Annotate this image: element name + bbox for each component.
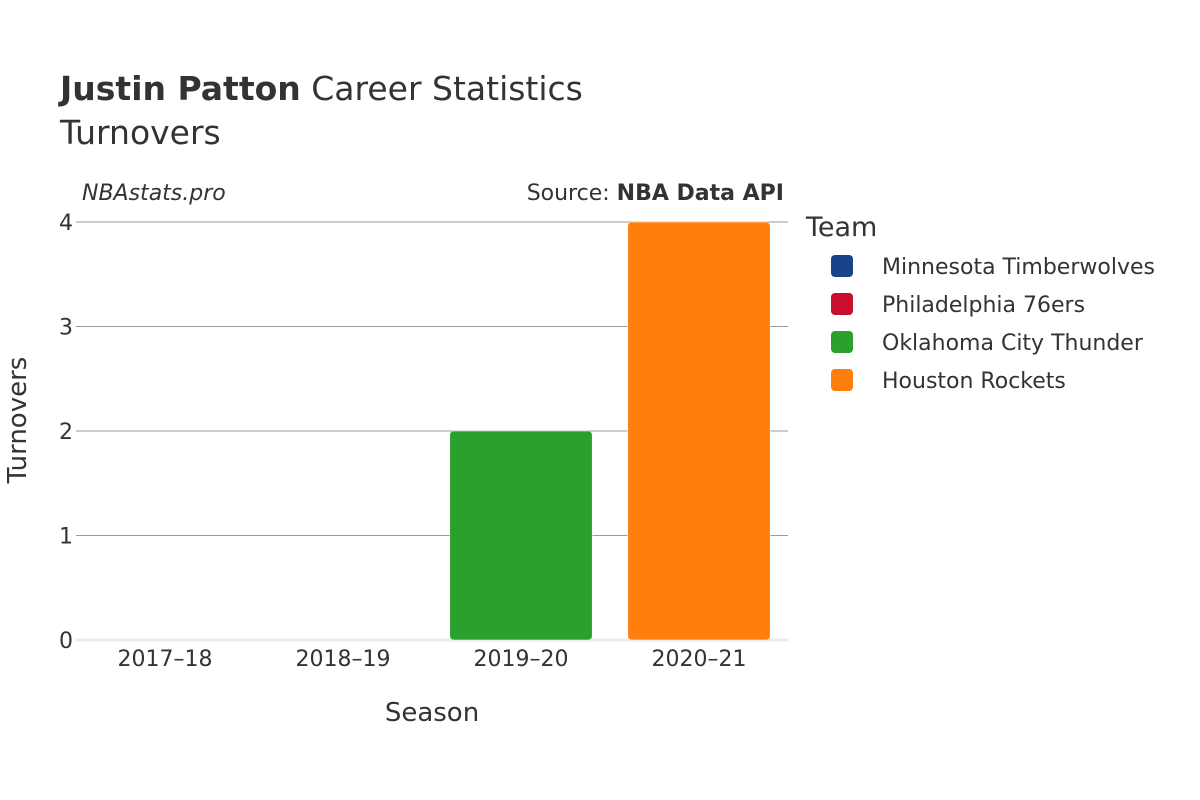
legend-label[interactable]: Oklahoma City Thunder	[882, 331, 1144, 356]
y-tick-labels: 0 1 2 3 4	[59, 211, 73, 654]
legend-swatch[interactable]	[831, 331, 853, 353]
legend-swatch[interactable]	[831, 255, 853, 277]
x-axis-title: Season	[385, 698, 479, 728]
y-tick-label: 4	[59, 211, 73, 236]
y-tick-label: 1	[59, 525, 73, 550]
bar[interactable]	[449, 430, 593, 641]
source-prefix: Source:	[527, 181, 617, 206]
y-tick-label: 0	[59, 629, 73, 654]
chart-title: Justin Patton Career Statistics	[58, 69, 583, 108]
x-tick-label: 2019–20	[474, 647, 569, 672]
source-label: Source: NBA Data API	[527, 181, 784, 206]
legend-swatch[interactable]	[831, 369, 853, 391]
y-tick-label: 3	[59, 316, 73, 341]
y-axis-title: Turnovers	[3, 357, 33, 485]
legend-swatch[interactable]	[831, 293, 853, 315]
legend: Minnesota Timberwolves Philadelphia 76ers…	[831, 255, 1155, 394]
bars	[449, 221, 771, 641]
title-rest: Career Statistics	[301, 69, 583, 108]
legend-title: Team	[805, 212, 877, 243]
legend-label[interactable]: Houston Rockets	[882, 369, 1066, 394]
x-tick-label: 2018–19	[296, 647, 391, 672]
legend-label[interactable]: Minnesota Timberwolves	[882, 255, 1155, 280]
y-tick-label: 2	[59, 420, 73, 445]
bar[interactable]	[627, 221, 771, 641]
title-player-name: Justin Patton	[58, 69, 301, 108]
legend-label[interactable]: Philadelphia 76ers	[882, 293, 1085, 318]
x-tick-label: 2020–21	[652, 647, 747, 672]
x-tick-label: 2017–18	[118, 647, 213, 672]
source-name: NBA Data API	[617, 181, 784, 206]
watermark: NBAstats.pro	[82, 181, 226, 206]
x-tick-labels: 2017–18 2018–19 2019–20 2020–21	[118, 647, 747, 672]
chart-subtitle: Turnovers	[59, 113, 221, 152]
